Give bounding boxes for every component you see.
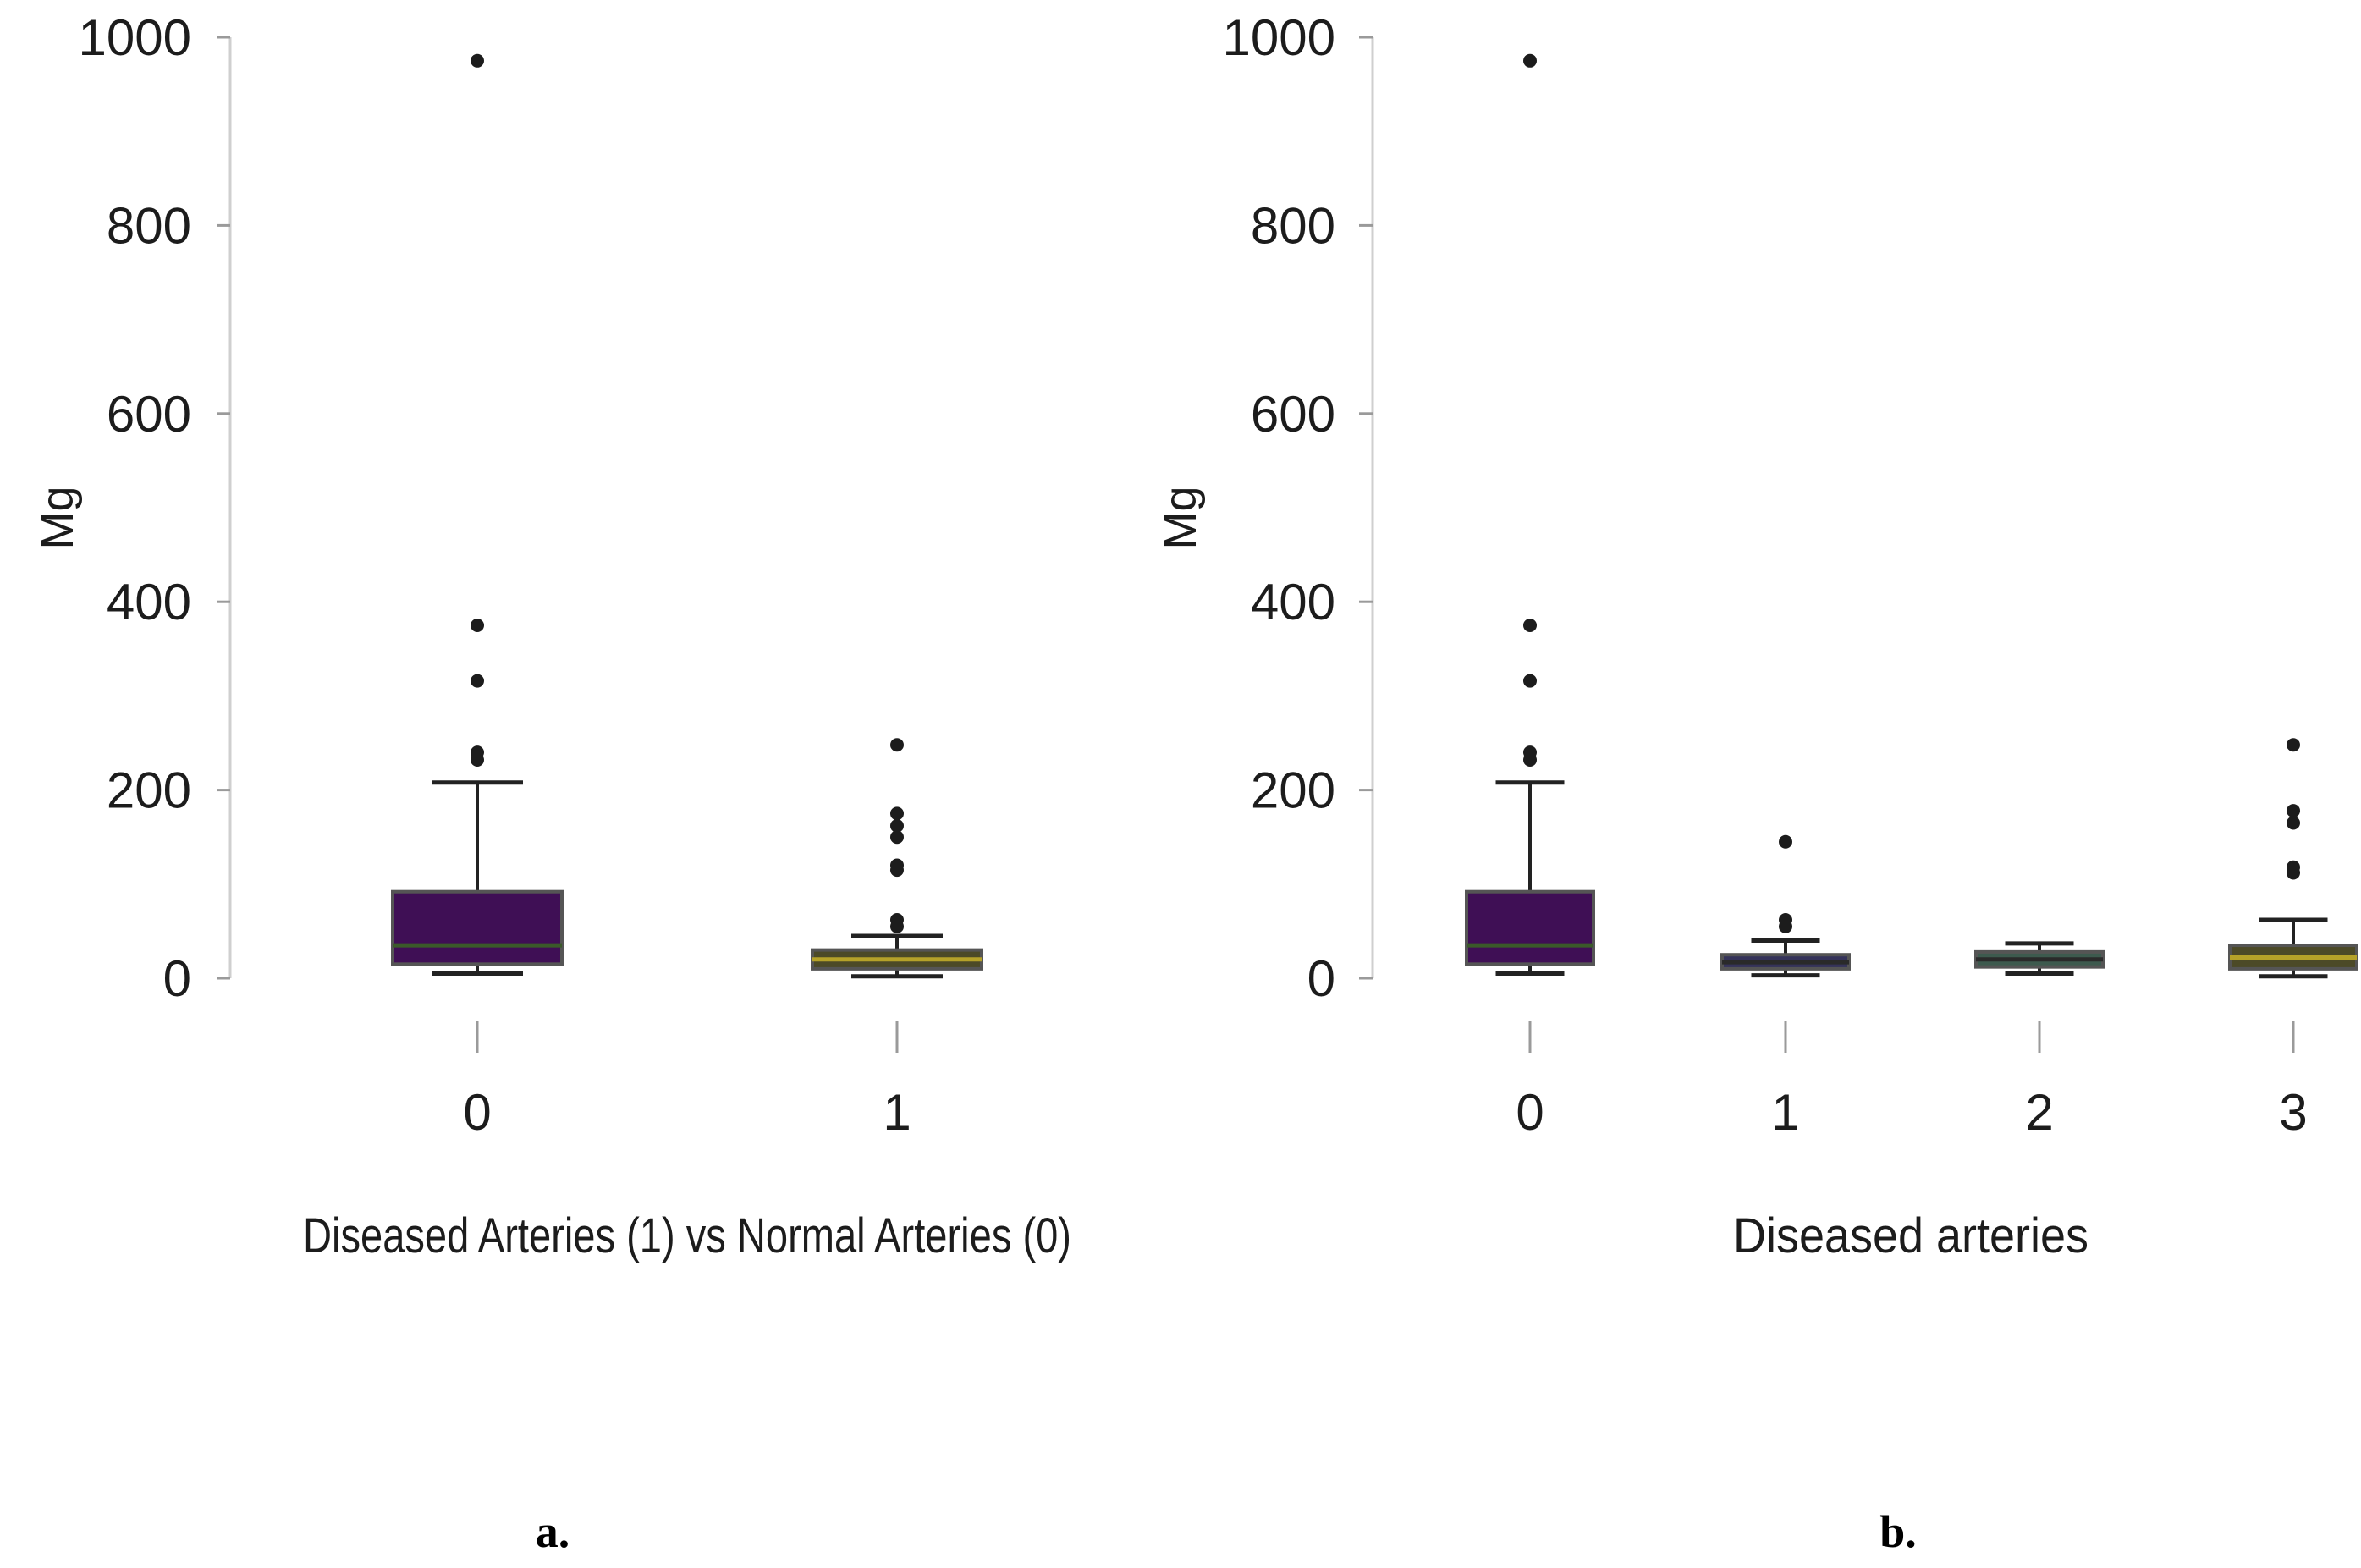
outlier-point [890,818,904,833]
y-tick-label: 1000 [1223,9,1335,66]
panel-b-boxes [1465,53,2358,979]
y-tick-label: 600 [1251,386,1335,443]
outlier-point [890,830,904,845]
panel-b-label: b. [1879,1506,1917,1557]
x-tick-label: 1 [883,1084,911,1141]
panel-b-x-ticks: 0 1 2 3 [1516,1021,2308,1141]
panel-b-boxplot: 0 200 400 600 800 1000 0 1 2 3 Mg Diseased arter… [1155,9,2358,1557]
outlier-point [890,806,904,821]
outlier-point [471,674,484,688]
box-0 [391,53,564,976]
box-1 [811,738,983,979]
box-1 [1720,834,1851,978]
x-tick-label: 0 [1516,1084,1544,1141]
outlier-point [890,913,904,927]
y-tick-label: 800 [1251,197,1335,254]
x-tick-label: 0 [463,1084,491,1141]
outlier-point [890,858,904,872]
x-tick-label: 2 [2025,1084,2053,1141]
y-tick-label: 200 [107,762,191,819]
y-tick-label: 0 [1307,950,1335,1007]
y-tick-label: 0 [163,950,191,1007]
y-tick-label: 400 [107,574,191,630]
outlier-point [2287,816,2300,830]
outlier-point [890,738,904,752]
y-tick-label: 1000 [79,9,191,66]
y-tick-label: 800 [107,197,191,254]
panel-b-x-axis-title: Diseased arteries [1733,1208,2089,1263]
panel-a-label: a. [536,1506,570,1557]
outlier-point [2287,860,2300,874]
panel-a-y-ticks: 0 200 400 600 800 1000 [79,9,230,1007]
outlier-point [1523,674,1537,688]
y-tick-label: 600 [107,386,191,443]
outlier-point [2287,738,2300,752]
x-tick-label: 1 [1771,1084,1799,1141]
outlier-point [471,53,484,68]
panel-b-y-axis-title: Mg [1155,486,1206,549]
outlier-point [471,619,484,632]
y-tick-label: 400 [1251,574,1335,630]
outlier-point [1779,834,1792,849]
outlier-point [1523,53,1537,68]
outlier-point [1523,745,1537,760]
box-3 [2228,738,2358,979]
x-tick-label: 3 [2279,1084,2307,1141]
box-iqr [1465,889,1595,966]
outlier-point [1779,913,1792,927]
box-2 [1974,941,2105,976]
outlier-point [1523,619,1537,632]
panel-b-y-ticks: 0 200 400 600 800 1000 [1223,9,1373,1007]
outlier-point [2287,804,2300,818]
panel-a-x-axis-title: Diseased Arteries (1) vs Normal Arteries… [303,1208,1071,1263]
y-tick-label: 200 [1251,762,1335,819]
box-iqr [391,889,564,966]
panel-a-y-axis-title: Mg [32,486,83,549]
outlier-point [471,745,484,760]
panel-a-boxes [391,53,983,979]
box-0 [1465,53,1595,976]
